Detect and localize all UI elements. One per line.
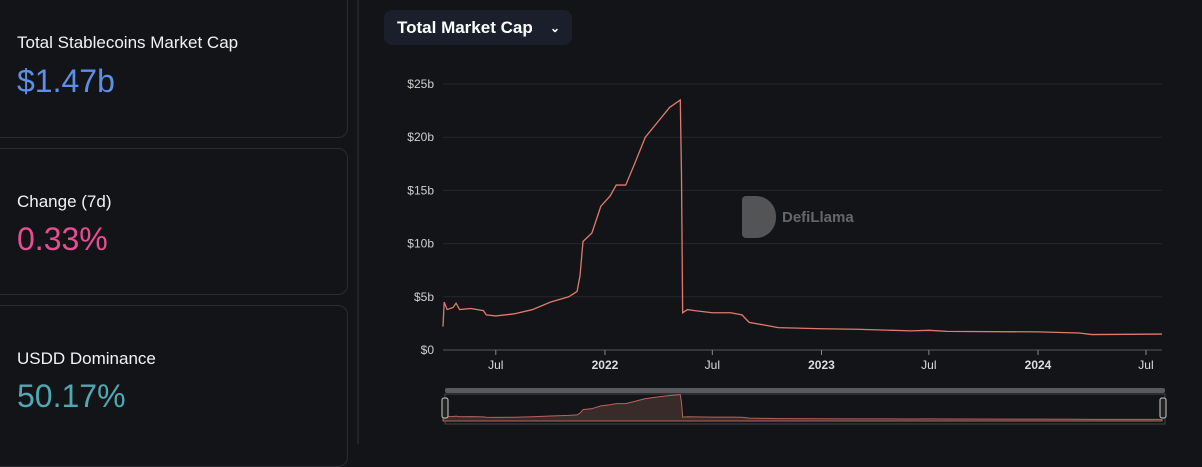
x-tick-label: 2022 (592, 358, 619, 372)
x-tick-label: Jul (1138, 358, 1153, 372)
x-tick-label: Jul (705, 358, 720, 372)
y-tick-label: $20b (407, 130, 434, 144)
x-tick-label: 2023 (808, 358, 835, 372)
market-cap-chart[interactable]: $0 $5b $10b $15b $20b $25b Jul 2022 Jul 2023 Jul 20… (0, 0, 1202, 444)
x-tick-label: 2024 (1025, 358, 1052, 372)
x-tick-label: Jul (921, 358, 936, 372)
x-tick-label: Jul (488, 358, 503, 372)
series-line (443, 100, 1162, 335)
zoom-slider-preview (443, 395, 1162, 421)
y-tick-label: $0 (421, 343, 435, 357)
y-tick-label: $15b (407, 183, 434, 197)
zoom-handle[interactable] (1160, 398, 1166, 418)
y-tick-label: $25b (407, 77, 434, 91)
zoom-slider-bar[interactable] (445, 388, 1165, 393)
zoom-handle[interactable] (442, 398, 448, 418)
y-tick-label: $5b (414, 290, 434, 304)
y-tick-label: $10b (407, 237, 434, 251)
